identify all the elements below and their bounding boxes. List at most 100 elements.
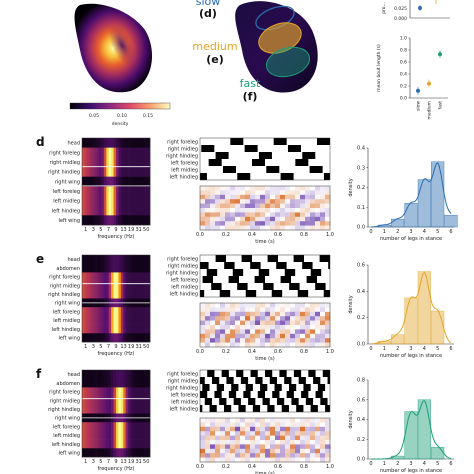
stance-swing-bar bbox=[228, 391, 237, 398]
spectrum-cell bbox=[94, 215, 97, 226]
spectrum-cell bbox=[145, 186, 148, 197]
spectrum-x-tick: 9 bbox=[114, 459, 117, 465]
stance-raster-d bbox=[200, 138, 330, 180]
phase-cell bbox=[290, 453, 296, 458]
spectrum-row-label: left hindleg bbox=[52, 327, 80, 333]
spectrum-cell bbox=[106, 387, 110, 397]
phase-cell bbox=[230, 333, 236, 339]
phase-cell bbox=[240, 422, 246, 428]
spectrum-cell bbox=[123, 387, 127, 397]
phase-cell bbox=[295, 216, 301, 222]
phase-cell bbox=[270, 208, 276, 213]
phase-cell bbox=[300, 203, 306, 209]
spectrum-cell bbox=[84, 196, 88, 206]
phase-cell bbox=[310, 320, 316, 326]
phase-cell bbox=[210, 440, 216, 445]
phase-cell bbox=[225, 418, 231, 423]
phase-cell bbox=[255, 338, 261, 343]
phase-cell bbox=[255, 448, 261, 454]
phase-cell bbox=[230, 190, 236, 196]
spectrum-cell bbox=[94, 147, 97, 158]
spectrum-cell bbox=[82, 281, 85, 291]
spectrum-x-tick: 50 bbox=[143, 459, 149, 465]
phase-cell bbox=[285, 453, 291, 458]
spectrum-cell bbox=[82, 255, 85, 264]
phase-cell bbox=[255, 457, 261, 463]
phase-cell bbox=[295, 338, 301, 343]
phase-cell bbox=[280, 453, 286, 458]
spectrum-cell bbox=[125, 186, 129, 197]
phase-cell bbox=[295, 426, 301, 432]
spectrum-cell bbox=[91, 324, 95, 334]
spectrum-cell bbox=[86, 333, 90, 343]
spectrum-cell bbox=[130, 333, 134, 343]
phase-cell bbox=[230, 221, 236, 226]
phase-cell bbox=[310, 208, 316, 213]
spectrum-cell bbox=[91, 138, 95, 148]
spectrum-cell bbox=[140, 138, 144, 148]
dist-x-tick: 1 bbox=[383, 346, 386, 352]
spectrum-cell bbox=[128, 176, 131, 187]
phase-cell bbox=[250, 311, 256, 317]
stance-x-tick: 0.8 bbox=[300, 464, 308, 470]
phase-cell bbox=[300, 190, 306, 196]
spectrum-cell bbox=[137, 272, 141, 282]
spectrum-cell bbox=[106, 255, 110, 264]
phase-cell bbox=[235, 338, 241, 343]
phase-cell bbox=[325, 194, 331, 200]
phase-cell bbox=[215, 325, 221, 330]
bout-y-ticks: 1.00.80.60.40.20.0 bbox=[400, 36, 410, 102]
spectrum-cell bbox=[145, 387, 148, 397]
phase-cell bbox=[240, 435, 246, 441]
phase-cell bbox=[305, 431, 311, 436]
spectrum-cell bbox=[128, 147, 131, 158]
phase-cell bbox=[295, 431, 301, 436]
phase-cell bbox=[225, 448, 231, 454]
phase-cell bbox=[265, 426, 271, 432]
phase-cell bbox=[240, 338, 246, 343]
spectrum-cell bbox=[123, 281, 127, 291]
phase-cell bbox=[265, 203, 271, 209]
phase-cell bbox=[315, 333, 321, 339]
phase-cell bbox=[260, 186, 266, 191]
phase-cell bbox=[245, 435, 251, 441]
spectrum-cell bbox=[113, 263, 117, 273]
fast-label: fast bbox=[240, 77, 261, 90]
phase-cell bbox=[250, 418, 256, 423]
spectrum-cell bbox=[99, 176, 102, 187]
spectrum-cell bbox=[137, 255, 141, 264]
phase-cell bbox=[320, 426, 326, 432]
phase-cell bbox=[275, 333, 281, 339]
phase-cell bbox=[215, 453, 221, 458]
spectrum-cell bbox=[142, 396, 146, 406]
phase-cell bbox=[220, 453, 226, 458]
spectrum-row-label: right hindleg bbox=[48, 170, 80, 176]
phase-cell bbox=[305, 221, 311, 226]
stance-x-tick: 0.4 bbox=[248, 464, 256, 470]
spectrum-cell bbox=[123, 167, 127, 177]
phase-cell bbox=[270, 431, 276, 436]
spectrum-cell bbox=[89, 289, 93, 299]
stance-swing-bar bbox=[202, 384, 210, 391]
spectrum-cell bbox=[128, 448, 131, 458]
phase-cell bbox=[285, 303, 291, 308]
phase-cell bbox=[305, 342, 311, 348]
phase-cell bbox=[215, 216, 221, 222]
spectrum-cell bbox=[142, 176, 146, 187]
stance-x-tick: 0.4 bbox=[248, 349, 256, 355]
phase-cell bbox=[280, 199, 286, 204]
phase-cell bbox=[215, 221, 221, 226]
phase-cell bbox=[275, 342, 281, 348]
spectrum-cell bbox=[137, 205, 141, 216]
spectrum-cell bbox=[147, 157, 151, 168]
stance-row-label: right foreleg bbox=[167, 256, 198, 262]
phase-cell bbox=[230, 457, 236, 463]
spectrum-cell bbox=[99, 396, 102, 406]
phase-cell bbox=[320, 431, 326, 436]
phase-cell bbox=[290, 320, 296, 326]
phase-cell bbox=[325, 333, 331, 339]
phase-cell bbox=[310, 431, 316, 436]
phase-cell bbox=[265, 338, 271, 343]
stance-swing-bar bbox=[286, 391, 294, 398]
phase-cell bbox=[275, 190, 281, 196]
